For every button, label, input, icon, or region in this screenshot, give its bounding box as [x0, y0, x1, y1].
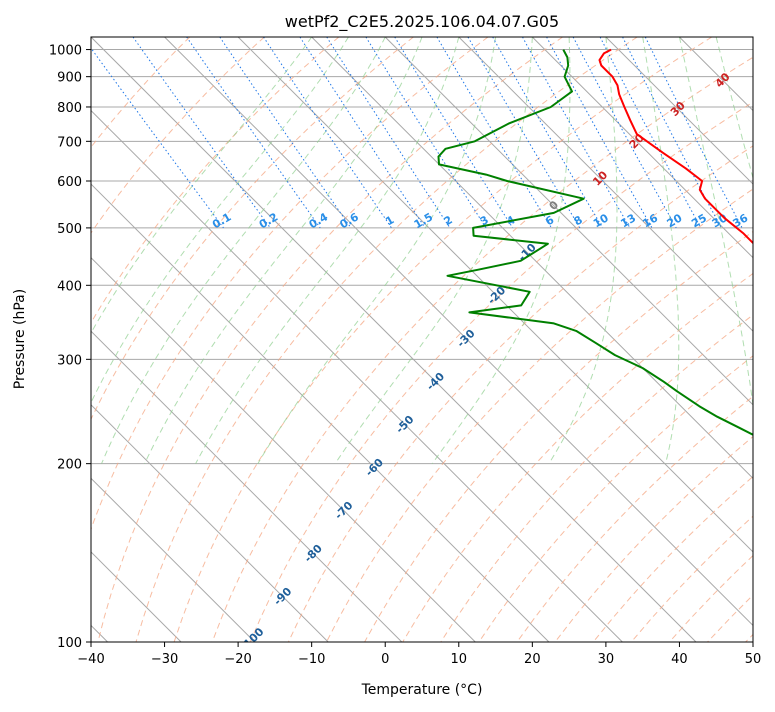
dry-adiabat-line [22, 37, 414, 642]
temperature-profile-line [600, 50, 775, 642]
y-axis-label: Pressure (hPa) [12, 289, 28, 389]
dry-adiabat-line [60, 37, 488, 642]
isotherm-line [459, 37, 775, 642]
isotherm-line [91, 37, 696, 642]
y-tick-label: 800 [57, 101, 82, 116]
dry-adiabat-line [555, 37, 775, 642]
background-lines [0, 37, 775, 642]
mixing-ratio-line [83, 37, 224, 228]
x-tick-label: −10 [298, 652, 325, 667]
x-tick-label: 20 [524, 652, 541, 667]
x-tick-label: 30 [598, 652, 615, 667]
moist-adiabat-line [335, 37, 532, 464]
dry-adiabat-line [517, 37, 775, 642]
moist-adiabat-line [643, 37, 679, 464]
y-tick-label: 300 [57, 353, 82, 368]
mixing-ratio-line [600, 37, 701, 228]
mixing-ratio-label: 1 [383, 213, 396, 228]
x-axis-label: Temperature (°C) [361, 682, 483, 698]
dry-adiabat-line [669, 37, 775, 642]
mixing-ratio-line [468, 37, 580, 228]
x-tick-label: −20 [224, 652, 251, 667]
dry-adiabat-line [441, 37, 775, 642]
y-tick-label: 500 [57, 222, 82, 237]
isotherm-line [0, 37, 402, 642]
mixing-ratio-line [437, 37, 552, 228]
moist-adiabat-line [258, 37, 496, 464]
dry-adiabat-line [708, 37, 775, 642]
y-tick-label: 600 [57, 175, 82, 190]
moist-adiabat-line [432, 37, 570, 464]
dry-adiabat-line [0, 37, 339, 642]
x-tick-label: −30 [151, 652, 178, 667]
y-tick-label: 900 [57, 71, 82, 86]
dry-adiabat-line [0, 37, 190, 642]
y-tick-label: 400 [57, 279, 82, 294]
chart-title: wetPf2_C2E5.2025.106.04.07.G05 [285, 12, 559, 32]
mixing-ratio-line [645, 37, 742, 228]
x-tick-label: 40 [671, 652, 688, 667]
isotherm-line [385, 37, 775, 642]
x-tick-label: 50 [745, 652, 762, 667]
dry-adiabat-line [746, 37, 775, 642]
moist-adiabat-line [196, 37, 459, 464]
isotherm-line [753, 37, 775, 642]
x-tick-label: 10 [451, 652, 468, 667]
y-tick-label: 1000 [49, 44, 82, 59]
y-tick-label: 200 [57, 458, 82, 473]
mixing-ratio-line [573, 37, 676, 228]
mixing-ratio-label: 2 [442, 213, 455, 228]
mixing-ratio-line [220, 37, 351, 228]
isotherm-line [0, 37, 255, 642]
x-tick-label: −40 [77, 652, 104, 667]
mixing-ratio-line [300, 37, 425, 228]
dry-adiabat-line [0, 37, 264, 642]
y-tick-label: 100 [57, 636, 82, 651]
dry-adiabat-line [479, 37, 775, 642]
mixing-ratio-line [327, 37, 450, 228]
isotherm-line [679, 37, 775, 642]
plot-frame [91, 37, 753, 642]
isotherm-line [312, 37, 775, 642]
mixing-ratio-line [366, 37, 486, 228]
dry-adiabat-line [136, 37, 637, 642]
y-tick-label: 700 [57, 135, 82, 150]
dry-adiabat-line [593, 37, 775, 642]
x-tick-label: 0 [381, 652, 389, 667]
